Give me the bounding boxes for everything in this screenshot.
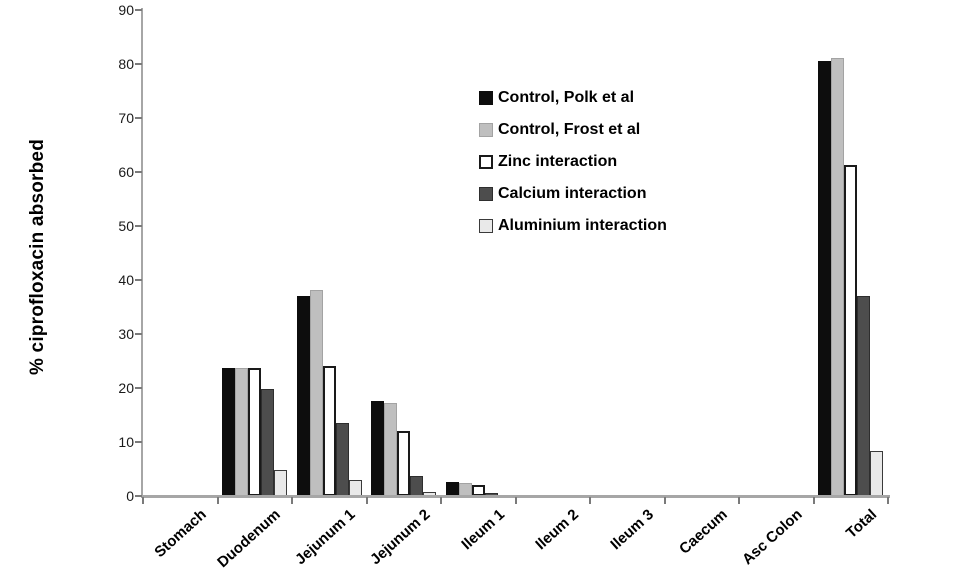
bar-calcium-interaction bbox=[335, 423, 349, 496]
bar-group bbox=[218, 10, 293, 496]
bar-group bbox=[367, 10, 442, 496]
x-category-label: Stomach bbox=[151, 506, 210, 562]
x-category-label: Ileum 1 bbox=[457, 506, 508, 554]
y-tick-label: 80 bbox=[118, 56, 134, 72]
bar-group bbox=[814, 10, 889, 496]
y-tick-label: 90 bbox=[118, 2, 134, 18]
bar-control-frost-et-al bbox=[235, 368, 249, 496]
bar-zinc-interaction bbox=[248, 368, 262, 496]
y-tick-mark bbox=[135, 333, 142, 335]
legend-label: Control, Frost et al bbox=[498, 121, 641, 138]
x-tick-mark bbox=[663, 497, 666, 504]
bar-group bbox=[665, 10, 740, 496]
y-tick-label: 50 bbox=[118, 218, 134, 234]
bar-group bbox=[143, 10, 218, 496]
y-tick-mark bbox=[135, 279, 142, 281]
bar-control-polk-et-al bbox=[296, 296, 310, 496]
bar-control-polk-et-al bbox=[445, 482, 459, 496]
y-tick-mark bbox=[135, 387, 142, 389]
x-axis-line bbox=[143, 495, 890, 498]
legend-swatch bbox=[479, 123, 493, 137]
x-tick-mark bbox=[887, 497, 889, 504]
legend-swatch bbox=[479, 91, 493, 105]
bar-calcium-interaction bbox=[857, 295, 871, 496]
x-category-label: Jejunum 2 bbox=[366, 506, 434, 569]
x-tick-mark bbox=[738, 497, 740, 504]
bar-control-polk-et-al bbox=[371, 401, 385, 496]
legend-label: Aluminium interaction bbox=[498, 217, 667, 234]
y-tick-label: 60 bbox=[118, 164, 134, 180]
legend-item: Control, Frost et al bbox=[479, 114, 667, 146]
bar-group bbox=[441, 10, 516, 496]
y-tick-label: 0 bbox=[126, 488, 134, 504]
y-tick-mark bbox=[135, 9, 142, 11]
legend-swatch bbox=[479, 219, 493, 233]
bar-control-polk-et-al bbox=[818, 61, 832, 496]
x-tick-mark bbox=[216, 497, 219, 504]
x-tick-mark bbox=[365, 497, 368, 504]
legend-item: Aluminium interaction bbox=[479, 210, 667, 242]
legend-label: Calcium interaction bbox=[498, 185, 647, 202]
bar-aluminium-interaction bbox=[870, 451, 884, 496]
x-tick-mark bbox=[514, 497, 517, 504]
y-tick-mark bbox=[135, 63, 142, 65]
bar-control-frost-et-al bbox=[831, 57, 845, 496]
bar-aluminium-interaction bbox=[274, 470, 288, 496]
x-category-label: Caecum bbox=[676, 506, 732, 558]
y-tick-label: 30 bbox=[118, 326, 134, 342]
legend-label: Control, Polk et al bbox=[498, 89, 635, 106]
bar-zinc-interaction bbox=[844, 165, 858, 496]
bar-zinc-interaction bbox=[322, 366, 336, 496]
bar-control-frost-et-al bbox=[309, 289, 323, 496]
x-category-label: Ileum 2 bbox=[532, 506, 583, 554]
bar-control-frost-et-al bbox=[384, 403, 398, 496]
bar-calcium-interaction bbox=[410, 475, 424, 496]
x-tick-mark bbox=[589, 497, 591, 504]
y-tick-label: 10 bbox=[118, 434, 134, 450]
legend-swatch bbox=[479, 187, 493, 201]
legend-label: Zinc interaction bbox=[498, 153, 618, 170]
y-tick-mark bbox=[135, 225, 142, 227]
bar-control-polk-et-al bbox=[222, 368, 236, 496]
legend-item: Calcium interaction bbox=[479, 178, 667, 210]
bar-zinc-interaction bbox=[397, 430, 411, 496]
x-tick-mark bbox=[291, 497, 293, 504]
legend-item: Control, Polk et al bbox=[479, 82, 667, 114]
bar-calcium-interaction bbox=[261, 389, 275, 496]
bar-group bbox=[739, 10, 814, 496]
x-tick-mark bbox=[142, 497, 144, 504]
x-category-label: Duodenum bbox=[214, 506, 285, 572]
y-tick-mark bbox=[135, 495, 142, 497]
x-tick-mark bbox=[440, 497, 442, 504]
y-tick-label: 70 bbox=[118, 110, 134, 126]
y-tick-mark bbox=[135, 171, 142, 173]
legend-item: Zinc interaction bbox=[479, 146, 667, 178]
x-category-label: Asc Colon bbox=[739, 506, 806, 569]
y-tick-label: 20 bbox=[118, 380, 134, 396]
y-tick-mark bbox=[135, 117, 142, 119]
y-tick-label: 40 bbox=[118, 272, 134, 288]
y-tick-mark bbox=[135, 441, 142, 443]
plot-area bbox=[143, 10, 888, 496]
legend-swatch bbox=[479, 155, 493, 169]
y-axis-line bbox=[141, 8, 143, 498]
y-axis-title: % ciprofloxacin absorbed bbox=[27, 138, 48, 376]
bar-group bbox=[292, 10, 367, 496]
x-tick-mark bbox=[812, 497, 815, 504]
legend: Control, Polk et al Control, Frost et al Z… bbox=[479, 82, 667, 242]
x-category-label: Ileum 3 bbox=[606, 506, 657, 554]
x-category-label: Total bbox=[842, 506, 881, 542]
x-category-label: Jejunum 1 bbox=[292, 506, 359, 569]
bar-aluminium-interaction bbox=[348, 479, 362, 496]
